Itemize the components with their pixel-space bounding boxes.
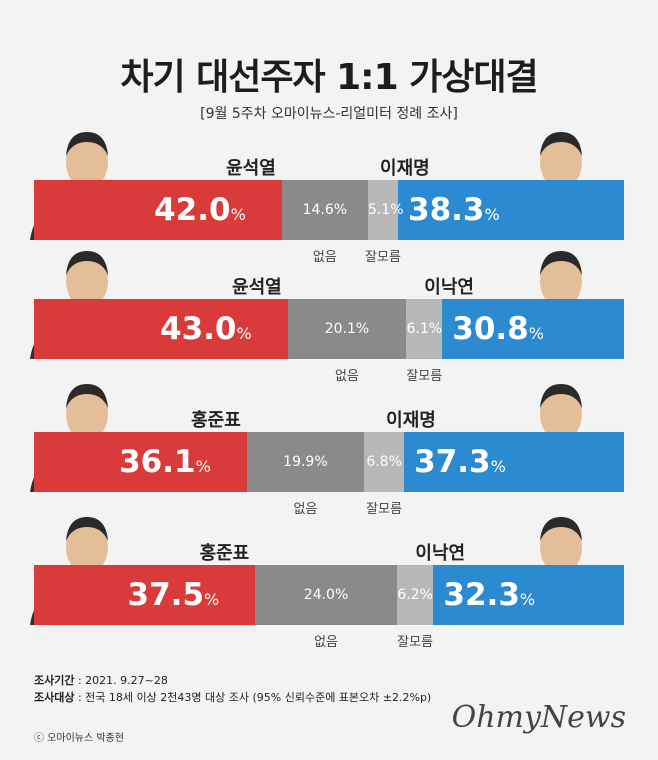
percent-sign: % (230, 205, 246, 224)
right-candidate-name: 이낙연 (424, 277, 474, 298)
bar-value-unknown-number: 6.1 (406, 321, 429, 337)
label-unknown: 잘모름 (366, 502, 403, 517)
bar-value-right: 38.3 (408, 192, 485, 228)
matchup-3: 36.1% 19.9% 6.8% 37.3% 없음 잘모름 홍준표 이재명 (0, 374, 658, 517)
bar-value-unknown: 6.1% (406, 299, 442, 359)
label-none: 없음 (293, 502, 318, 517)
bar-value-none: 24.0% (255, 565, 397, 625)
bar-value-none-number: 19.9 (283, 454, 315, 470)
bar-unknown (396, 565, 434, 625)
survey-target-label: 조사대상 (34, 691, 75, 704)
bar-value-none-number: 14.6 (302, 202, 334, 218)
chart-title: 차기 대선주자 1:1 가상대결 (120, 57, 538, 98)
percent-sign: % (419, 587, 433, 603)
bar-value-none: 14.6% (282, 180, 368, 240)
bar-value-none-number: 20.1 (324, 321, 356, 337)
percent-sign: % (490, 457, 506, 476)
right-candidate-name: 이재명 (386, 410, 436, 431)
bar-label-left: 36.1% (119, 432, 211, 492)
bar-left (34, 180, 282, 240)
percent-sign: % (334, 587, 349, 603)
bar-right (442, 299, 624, 359)
percent-sign: % (528, 324, 544, 343)
percent-sign: % (428, 321, 443, 337)
bar-label-right: 30.8% (452, 299, 544, 359)
bar-label-left: 42.0% (154, 180, 246, 240)
bar-value-unknown: 5.1% (367, 180, 404, 240)
left-candidate-name: 윤석열 (226, 158, 276, 179)
label-unknown: 잘모름 (365, 250, 401, 265)
label-none: 없음 (314, 635, 338, 650)
bar-value-none: 19.9% (247, 432, 364, 492)
left-candidate-name: 홍준표 (191, 410, 241, 431)
bar-value-unknown: 6.8% (364, 432, 404, 492)
percent-sign: % (519, 590, 536, 609)
bar-value-unknown-number: 6.2 (397, 587, 420, 603)
label-unknown: 잘모름 (397, 635, 434, 650)
bar-value-right: 37.3 (414, 444, 491, 480)
bar-value-left: 37.5 (127, 577, 205, 613)
bar-none (281, 180, 368, 240)
survey-target-value: : 전국 18세 이상 2천43명 대상 조사 (95% 신뢰수준에 표본오차 … (77, 691, 432, 704)
percent-sign: % (388, 454, 402, 470)
survey-target: 조사대상 : 전국 18세 이상 2천43명 대상 조사 (95% 신뢰수준에 … (34, 689, 431, 706)
left-candidate-name: 윤석열 (232, 277, 282, 298)
bar-unknown (364, 432, 405, 492)
bar-value-left: 42.0 (154, 192, 231, 228)
bar-none (255, 565, 397, 625)
bar-unknown (406, 299, 443, 359)
bar-value-unknown-number: 6.8 (366, 454, 389, 470)
bar-value-right: 32.3 (443, 577, 520, 613)
bar-unknown (367, 180, 399, 240)
bar-value-left: 43.0 (160, 311, 237, 347)
right-candidate-name: 이재명 (380, 158, 430, 179)
photo-credit: ⓒ 오마이뉴스 박종현 (34, 733, 124, 744)
bar-right (398, 180, 624, 240)
percent-sign: % (484, 205, 500, 224)
bar-right (404, 432, 624, 492)
percent-sign: % (314, 454, 328, 470)
percent-sign: % (204, 590, 220, 609)
percent-sign: % (195, 457, 211, 476)
percent-sign: % (333, 202, 348, 218)
label-none: 없음 (335, 369, 359, 384)
bar-label-left: 43.0% (160, 299, 252, 359)
bar-value-none: 20.1% (288, 299, 407, 359)
bar-none (246, 432, 365, 492)
bar-label-right: 38.3% (408, 180, 500, 240)
label-unknown: 잘모름 (406, 369, 443, 384)
matchup-4: 37.5% 24.0% 6.2% 32.3% 없음 잘모름 홍준표 이낙연 (0, 507, 658, 650)
bar-left (34, 432, 247, 492)
bar-left (34, 299, 288, 359)
bar-value-unknown-number: 5.1 (367, 202, 391, 218)
bar-value-unknown: 6.2% (397, 565, 434, 625)
left-candidate-name: 홍준표 (199, 543, 250, 564)
label-none: 없음 (312, 250, 337, 265)
bar-label-right: 37.3% (414, 432, 506, 492)
survey-period-label: 조사기간 (34, 674, 75, 687)
survey-period: 조사기간 : 2021. 9.27~28 (34, 672, 431, 689)
bar-value-right: 30.8 (452, 311, 529, 347)
percent-sign: % (355, 321, 370, 337)
bar-value-left: 36.1 (119, 444, 196, 480)
percent-sign: % (390, 202, 404, 218)
bar-right (433, 565, 624, 625)
percent-sign: % (236, 324, 252, 343)
bar-label-left: 37.5% (128, 565, 220, 625)
chart-subtitle: [9월 5주차 오마이뉴스-리얼미터 정례 조사] (200, 106, 458, 122)
bar-left (34, 565, 256, 625)
right-candidate-name: 이낙연 (415, 543, 466, 564)
survey-info: 조사기간 : 2021. 9.27~28 조사대상 : 전국 18세 이상 2천… (34, 672, 431, 706)
ohmynews-logo: OhmyNews (451, 700, 626, 735)
bar-label-right: 32.3% (443, 565, 535, 625)
matchup-1: 42.0% 14.6% 5.1% 38.3% 없음 잘모름 윤석열 이재명 (0, 122, 658, 265)
bar-none (287, 299, 407, 359)
bar-value-none-number: 24.0 (303, 587, 335, 603)
matchup-2: 43.0% 20.1% 6.1% 30.8% 없음 잘모름 윤석열 이낙연 (0, 241, 658, 384)
survey-period-value: : 2021. 9.27~28 (77, 674, 168, 687)
